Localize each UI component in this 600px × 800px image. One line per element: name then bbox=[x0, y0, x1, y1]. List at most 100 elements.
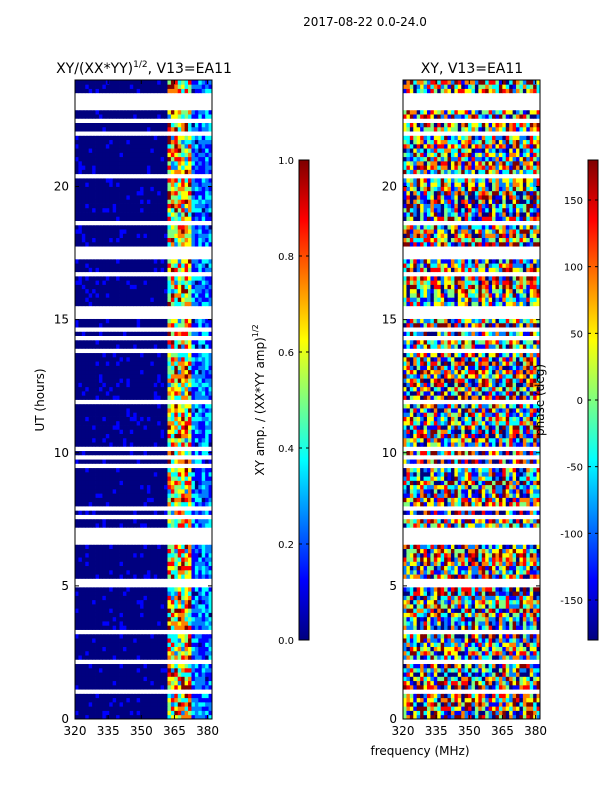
heatmap-cell bbox=[88, 399, 93, 405]
heatmap-cell bbox=[188, 595, 192, 601]
heatmap-cell bbox=[157, 510, 162, 515]
heatmap-cell bbox=[157, 352, 162, 358]
heatmap-cell bbox=[184, 190, 189, 196]
heatmap-cell bbox=[198, 246, 203, 251]
heatmap-cell bbox=[81, 246, 86, 251]
heatmap-cell bbox=[126, 288, 131, 294]
heatmap-cell bbox=[81, 650, 86, 656]
heatmap-cell bbox=[201, 254, 206, 260]
heatmap-cell bbox=[102, 258, 107, 264]
heatmap-cell bbox=[157, 361, 162, 366]
heatmap-cell bbox=[146, 293, 151, 298]
heatmap-cell bbox=[88, 638, 93, 643]
heatmap-cell bbox=[205, 586, 209, 592]
heatmap-cell bbox=[129, 616, 134, 622]
heatmap-cell bbox=[136, 501, 141, 507]
heatmap-cell bbox=[146, 518, 151, 524]
heatmap-cell bbox=[122, 403, 127, 409]
heatmap-cell bbox=[102, 395, 107, 400]
heatmap-cell bbox=[194, 288, 199, 294]
heatmap-cell bbox=[92, 186, 96, 192]
heatmap-cell bbox=[208, 454, 213, 460]
heatmap-cell bbox=[119, 612, 124, 618]
heatmap-cell bbox=[177, 335, 182, 341]
heatmap-cell bbox=[126, 297, 131, 302]
heatmap-cell bbox=[116, 224, 120, 230]
heatmap-cell bbox=[164, 506, 168, 511]
heatmap-cell bbox=[109, 305, 114, 311]
heatmap-cell bbox=[150, 254, 155, 260]
heatmap-cell bbox=[85, 216, 90, 221]
heatmap-cell bbox=[112, 429, 117, 434]
heatmap-cell bbox=[95, 408, 100, 413]
heatmap-cell bbox=[122, 629, 127, 635]
heatmap-cell bbox=[95, 420, 100, 426]
heatmap-cell bbox=[160, 429, 165, 434]
heatmap-cell bbox=[201, 229, 206, 234]
heatmap-cell bbox=[205, 275, 209, 281]
heatmap-cell bbox=[140, 612, 144, 618]
heatmap-cell bbox=[174, 591, 179, 596]
heatmap-cell bbox=[191, 629, 196, 635]
heatmap-cell bbox=[85, 714, 90, 720]
heatmap-cell bbox=[98, 263, 103, 268]
heatmap-cell bbox=[191, 267, 196, 273]
heatmap-cell bbox=[194, 454, 199, 460]
heatmap-cell bbox=[78, 344, 83, 349]
heatmap-cell bbox=[112, 535, 117, 541]
heatmap-cell bbox=[188, 608, 192, 613]
heatmap-cell bbox=[208, 429, 213, 434]
heatmap-cell bbox=[129, 429, 134, 434]
heatmap-cell bbox=[78, 488, 83, 494]
heatmap-cell bbox=[177, 586, 182, 592]
heatmap-cell bbox=[119, 203, 124, 209]
heatmap-cell bbox=[136, 544, 141, 549]
heatmap-cell bbox=[143, 501, 148, 507]
heatmap-cell bbox=[164, 199, 168, 204]
heatmap-cell bbox=[116, 322, 120, 328]
heatmap-cell bbox=[116, 582, 120, 588]
heatmap-cell bbox=[81, 612, 86, 618]
heatmap-cell bbox=[92, 599, 96, 605]
heatmap-cell bbox=[167, 450, 172, 456]
heatmap-cell bbox=[109, 412, 114, 417]
heatmap-cell bbox=[205, 416, 209, 422]
heatmap-cell bbox=[98, 561, 103, 567]
heatmap-cell bbox=[194, 212, 199, 217]
heatmap-cell bbox=[188, 476, 192, 481]
heatmap-cell bbox=[75, 701, 79, 707]
heatmap-cell bbox=[167, 480, 172, 486]
heatmap-cell bbox=[146, 569, 151, 575]
heatmap-cell bbox=[102, 224, 107, 230]
heatmap-cell bbox=[95, 557, 100, 562]
heatmap-cell bbox=[157, 416, 162, 422]
heatmap-cell bbox=[102, 548, 107, 554]
heatmap-cell bbox=[78, 527, 83, 532]
heatmap-cell bbox=[153, 488, 158, 494]
heatmap-cell bbox=[119, 190, 124, 196]
heatmap-cell bbox=[140, 250, 144, 256]
heatmap-cell bbox=[160, 527, 165, 532]
heatmap-cell bbox=[164, 650, 168, 656]
heatmap-cell bbox=[177, 403, 182, 409]
heatmap-cell bbox=[78, 454, 83, 460]
heatmap-cell bbox=[102, 442, 107, 447]
heatmap-cell bbox=[191, 339, 196, 345]
heatmap-cell bbox=[150, 195, 155, 200]
heatmap-cell bbox=[95, 425, 100, 430]
heatmap-cell bbox=[75, 284, 79, 290]
heatmap-cell bbox=[198, 365, 203, 371]
heatmap-cell bbox=[201, 233, 206, 239]
heatmap-cell bbox=[153, 689, 158, 694]
heatmap-cell bbox=[85, 288, 90, 294]
heatmap-cell bbox=[143, 420, 148, 426]
heatmap-cell bbox=[85, 476, 90, 481]
heatmap-cell bbox=[98, 535, 103, 541]
heatmap-cell bbox=[160, 689, 165, 694]
heatmap-cell bbox=[98, 199, 103, 204]
heatmap-cell bbox=[122, 625, 127, 630]
heatmap-cell bbox=[170, 616, 175, 622]
heatmap-cell bbox=[164, 569, 168, 575]
heatmap-cell bbox=[78, 433, 83, 439]
heatmap-cell bbox=[150, 599, 155, 605]
